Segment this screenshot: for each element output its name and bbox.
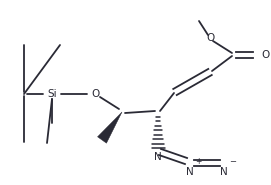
Text: +: + — [195, 157, 201, 166]
Text: O: O — [262, 50, 270, 60]
Text: Si: Si — [47, 89, 57, 99]
Text: O: O — [91, 89, 99, 99]
Text: N: N — [220, 167, 228, 177]
Text: O: O — [206, 33, 214, 43]
Text: N: N — [186, 167, 194, 177]
Text: −: − — [230, 157, 237, 166]
Polygon shape — [98, 112, 122, 143]
Text: N: N — [154, 152, 162, 162]
